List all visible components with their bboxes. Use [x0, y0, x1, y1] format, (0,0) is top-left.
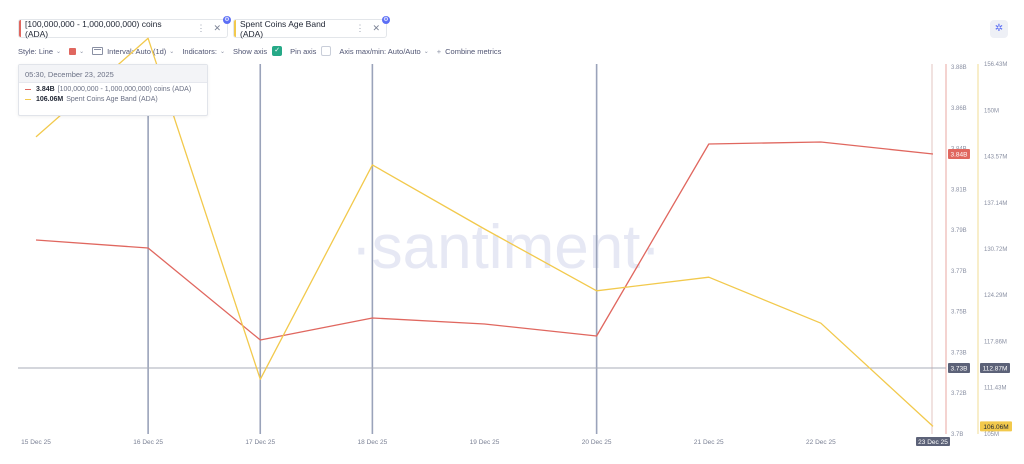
left-current-badge [948, 149, 970, 159]
right-current-label: 106.06M [983, 424, 1008, 431]
chevron-down-icon: ⌄ [219, 48, 225, 55]
gear-icon[interactable]: ⚙ [382, 16, 390, 24]
metric-chip-1[interactable]: [100,000,000 - 1,000,000,000) coins (ADA… [18, 16, 231, 39]
chevron-down-icon: ⌄ [169, 48, 175, 55]
right-axis-tick: 156.43M [984, 62, 1007, 68]
left-axis-tick: 3.81B [951, 187, 967, 193]
interval-select[interactable]: Interval: Auto (1d) ⌄ [92, 47, 174, 56]
metric-chip-2[interactable]: Spent Coins Age Band (ADA) ⋮ ✕ ⚙ [233, 16, 390, 39]
checkbox-unchecked-icon[interactable] [321, 46, 332, 56]
axis-range-select[interactable]: Axis max/min: Auto/Auto ⌄ [339, 47, 428, 56]
metric-color-bar [19, 20, 21, 37]
right-axis-tick: 117.86M [984, 339, 1007, 345]
left-crosshair-label: 3.73B [951, 366, 968, 373]
left-axis-tick: 3.79B [951, 228, 967, 234]
series-marker [25, 88, 31, 91]
hover-x-label-bg [916, 437, 950, 446]
style-select[interactable]: Style: Line ⌄ [18, 47, 61, 56]
left-axis-tick: 3.77B [951, 269, 967, 275]
right-crosshair-label: 112.87M [983, 366, 1008, 373]
x-tick-label: 19 Dec 25 [470, 439, 500, 446]
right-axis-tick: 105M [984, 432, 999, 438]
tooltip-row-2: 106.06M Spent Coins Age Band (ADA) [19, 93, 207, 103]
combine-label: Combine metrics [445, 46, 502, 56]
left-axis-tick: 3.75B [951, 310, 967, 316]
series-line-2 [35, 37, 934, 427]
tooltip-value: 106.06M [36, 96, 64, 103]
indicators-label: Indicators: [182, 46, 217, 56]
interval-label: Interval: Auto (1d) [107, 46, 167, 56]
x-tick-label: 22 Dec 25 [806, 439, 836, 446]
chevron-down-icon: ⌄ [423, 48, 429, 55]
left-current-label: 3.84B [951, 152, 968, 159]
tooltip-series-name: Spent Coins Age Band (ADA) [66, 96, 158, 103]
gear-icon[interactable]: ⚙ [223, 16, 231, 24]
metric-chip-1-label: [100,000,000 - 1,000,000,000) coins (ADA… [25, 18, 162, 39]
tooltip-value: 3.84B [36, 86, 55, 93]
series-marker [25, 98, 31, 101]
right-axis-tick: 137.14M [984, 201, 1007, 207]
axis-range-label: Axis max/min: Auto/Auto [339, 46, 421, 56]
chevron-down-icon: ⌄ [79, 48, 85, 55]
left-axis-tick: 3.86B [951, 106, 967, 112]
more-icon[interactable]: ⋮ [196, 23, 206, 33]
chevron-down-icon: ⌄ [56, 48, 62, 55]
color-swatch [69, 47, 77, 55]
show-axis-toggle[interactable]: Show axis ✓ [232, 46, 283, 56]
x-tick-label: 21 Dec 25 [694, 439, 724, 446]
right-crosshair-badge [980, 363, 1010, 373]
series-line-1 [35, 141, 934, 341]
x-tick-label: 18 Dec 25 [358, 439, 388, 446]
chart-tooltip: 05:30, December 23, 2025 3.84B [100,000,… [18, 64, 208, 116]
color-select[interactable]: ⌄ [69, 47, 85, 55]
left-axis-tick: 3.72B [951, 391, 967, 397]
right-axis-tick: 124.29M [984, 293, 1007, 299]
left-crosshair-badge [948, 363, 970, 373]
close-icon[interactable]: ✕ [213, 23, 221, 33]
watermark-text: ·santiment· [351, 213, 661, 282]
pin-axis-label: Pin axis [290, 46, 317, 56]
x-tick-label: 16 Dec 25 [133, 439, 163, 446]
x-tick-label: 20 Dec 25 [582, 439, 612, 446]
style-label: Style: Line [18, 46, 54, 56]
chart-toolbar: Style: Line ⌄ ⌄ Interval: Auto (1d) ⌄ Indi… [18, 44, 509, 58]
more-icon[interactable]: ⋮ [355, 23, 365, 33]
right-axis-tick: 111.43M [984, 386, 1006, 392]
x-tick-label: 15 Dec 25 [21, 439, 51, 446]
pin-axis-toggle[interactable]: Pin axis [290, 46, 332, 56]
close-icon[interactable]: ✕ [372, 23, 380, 33]
left-axis-tick: 3.88B [951, 65, 967, 71]
metric-color-bar [234, 20, 236, 37]
x-tick-label: 17 Dec 25 [245, 439, 275, 446]
left-axis-tick: 3.73B [951, 350, 967, 356]
show-axis-label: Show axis [232, 46, 268, 56]
chart-settings-button[interactable]: ✲ [990, 20, 1008, 38]
tooltip-series-name: [100,000,000 - 1,000,000,000) coins (ADA… [57, 86, 192, 93]
hover-x-label: 23 Dec 25 [918, 439, 948, 446]
plus-icon: + [436, 46, 442, 56]
indicators-select[interactable]: Indicators: ⌄ [182, 47, 225, 56]
right-axis-tick: 143.57M [984, 155, 1007, 161]
checkbox-checked-icon[interactable]: ✓ [272, 46, 283, 56]
metric-chip-2-label: Spent Coins Age Band (ADA) [240, 18, 326, 39]
right-axis-tick: 130.72M [984, 247, 1007, 253]
right-current-badge [980, 421, 1012, 432]
tooltip-date: 05:30, December 23, 2025 [19, 65, 207, 83]
combine-metrics-button[interactable]: + Combine metrics [437, 47, 502, 56]
left-axis-tick: 3.7B [951, 432, 963, 438]
right-axis-tick: 150M [984, 108, 999, 114]
tooltip-row-1: 3.84B [100,000,000 - 1,000,000,000) coin… [19, 83, 207, 93]
calendar-icon [92, 47, 104, 55]
